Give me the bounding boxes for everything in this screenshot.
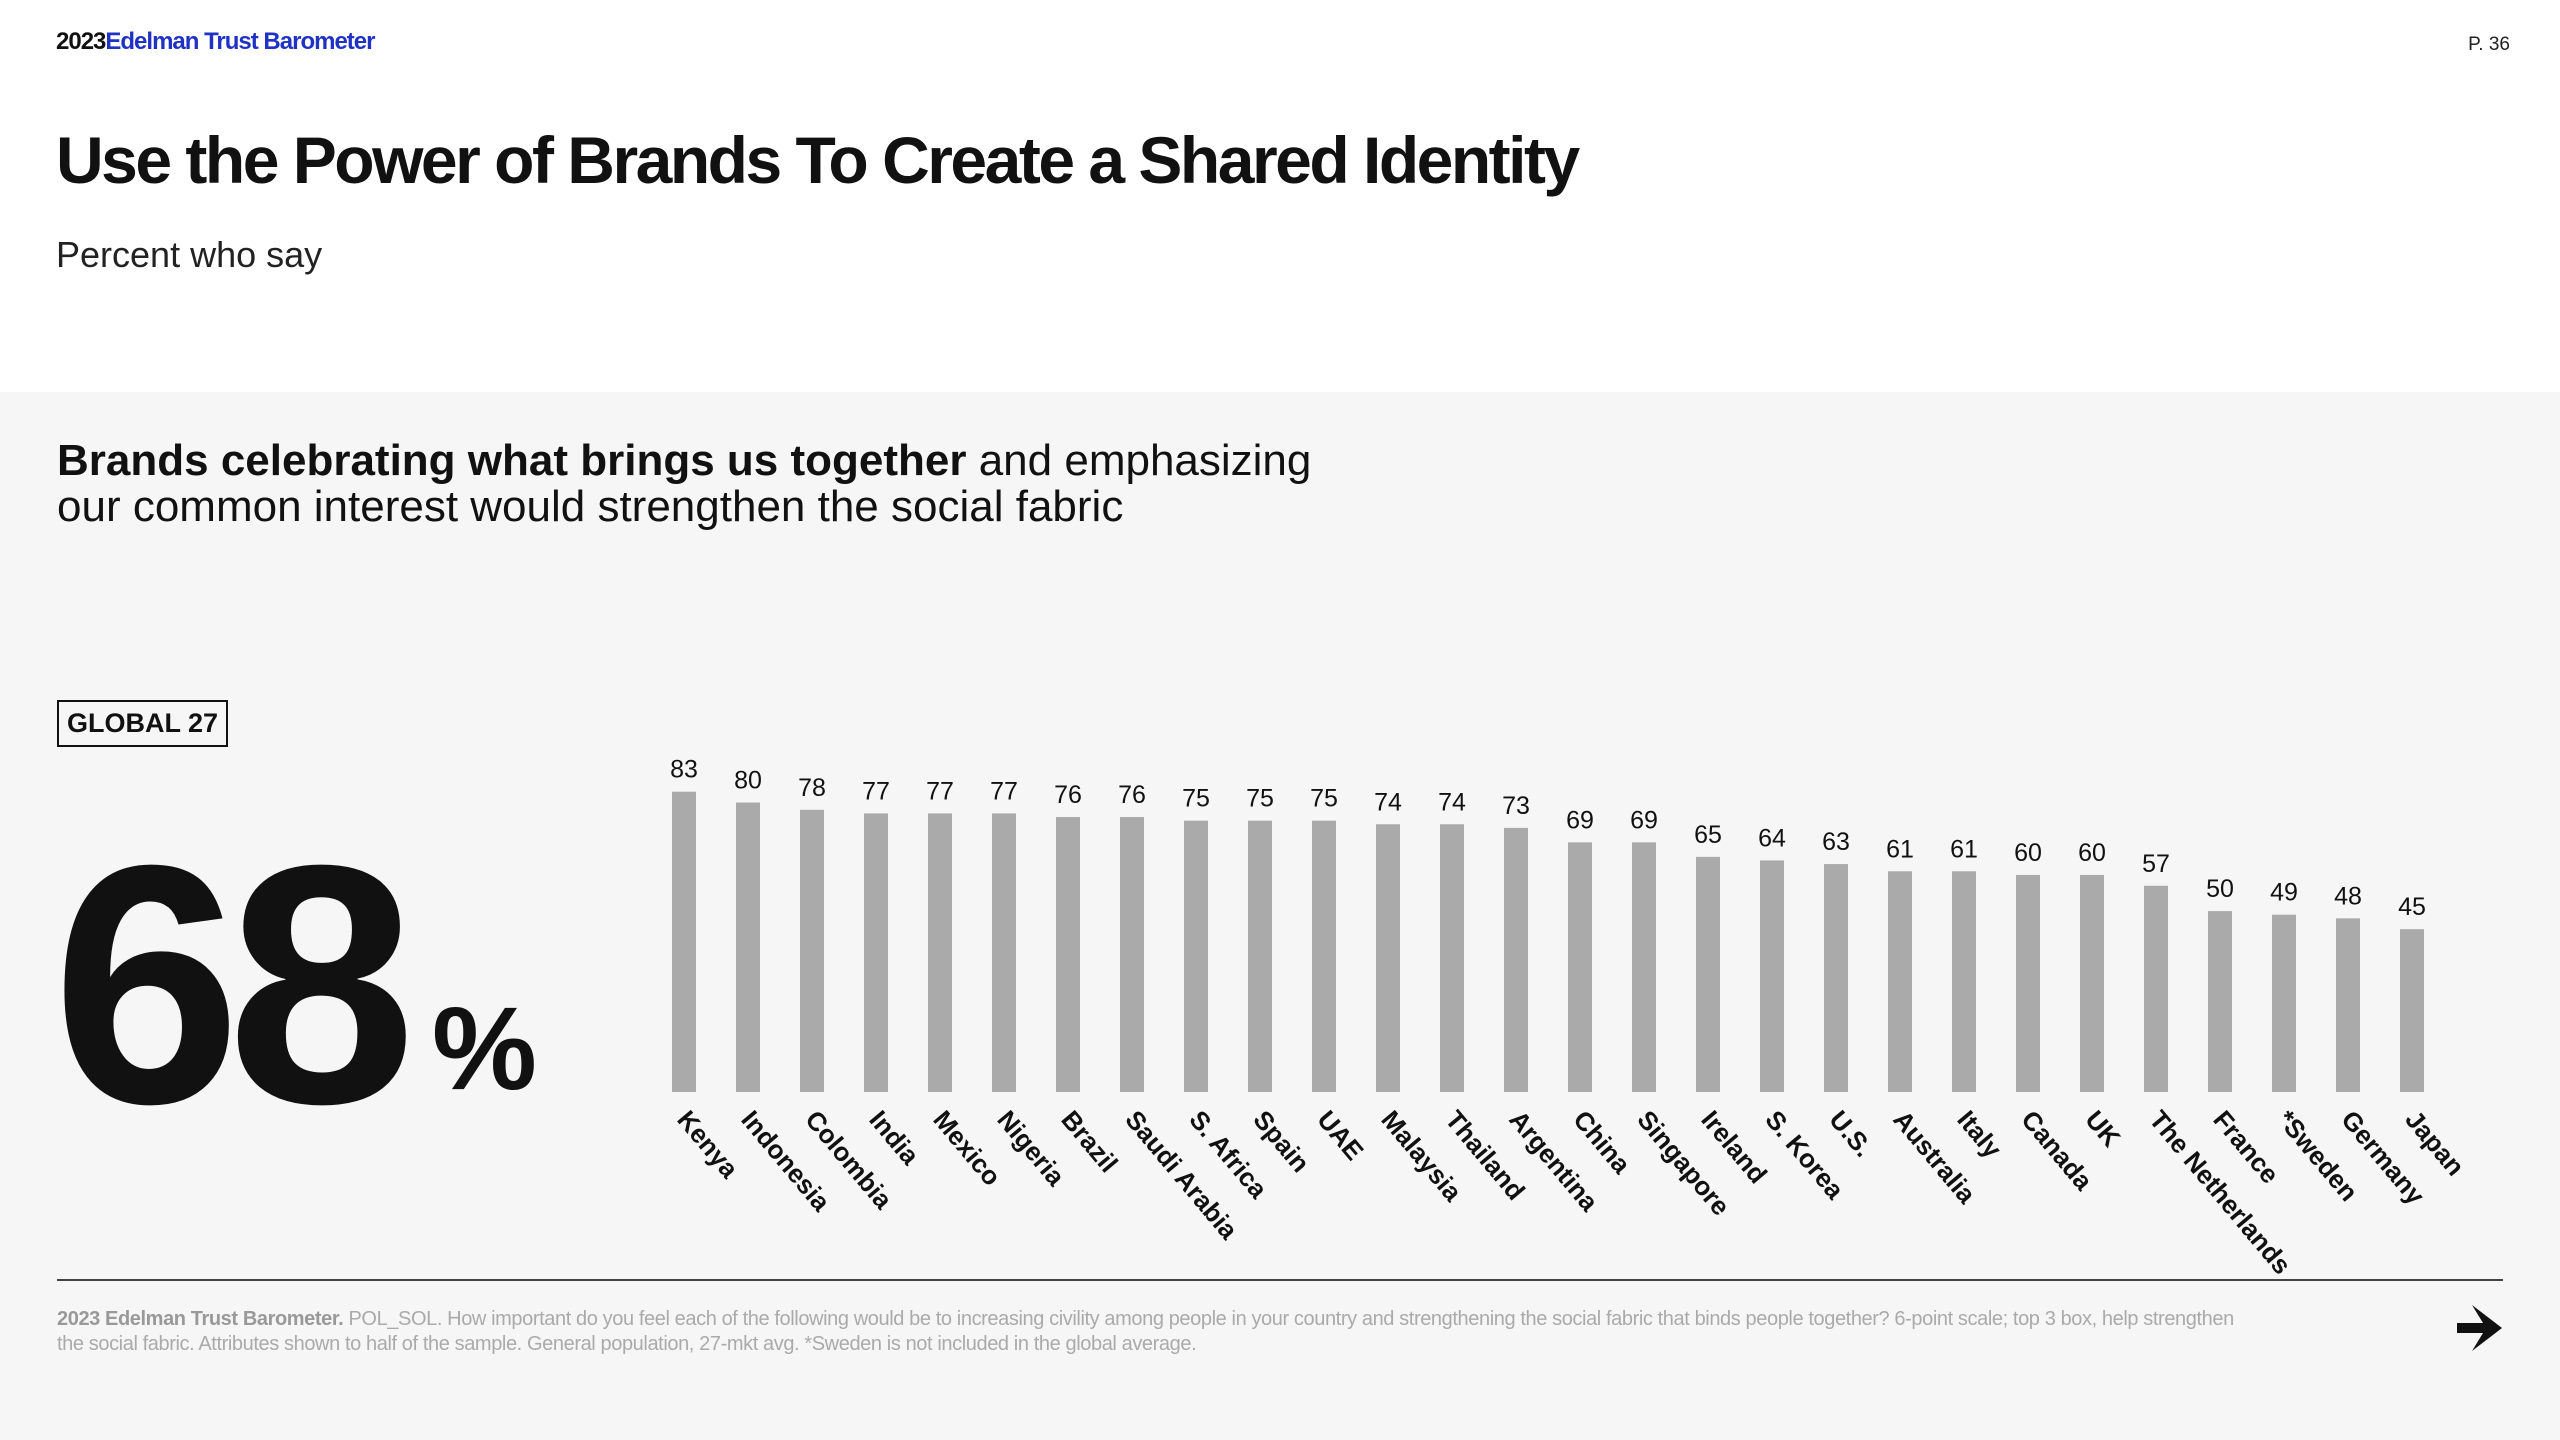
- bar-2: [800, 809, 824, 1092]
- bar-5: [992, 813, 1016, 1092]
- footnote-source: 2023 Edelman Trust Barometer.: [57, 1308, 344, 1330]
- bar-24: [2208, 911, 2232, 1092]
- bar-17: [1760, 860, 1784, 1092]
- value-label-18: 63: [1822, 828, 1850, 856]
- value-label-14: 69: [1566, 806, 1594, 834]
- footnote-text: POL_SOL. How important do you feel each …: [57, 1308, 2234, 1355]
- bar-15: [1632, 842, 1656, 1092]
- page-number: P. 36: [2468, 34, 2510, 55]
- value-label-5: 77: [990, 777, 1018, 805]
- value-label-15: 69: [1630, 806, 1658, 834]
- bar-20: [1952, 871, 1976, 1092]
- bar-18: [1824, 864, 1848, 1092]
- brand-name: Edelman Trust Barometer: [105, 28, 375, 55]
- global-badge: GLOBAL 27: [57, 700, 229, 747]
- value-label-4: 77: [926, 777, 954, 805]
- bar-22: [2080, 874, 2104, 1092]
- category-label-7: Saudi Arabia: [1119, 1105, 1244, 1246]
- category-label-3: India: [863, 1105, 925, 1171]
- global-value: 68: [52, 795, 416, 1175]
- value-label-7: 76: [1118, 781, 1146, 809]
- content-panel: [0, 392, 2560, 1440]
- category-label-20: Italy: [1951, 1105, 2008, 1165]
- bar-12: [1440, 824, 1464, 1092]
- category-label-0: Kenya: [671, 1105, 744, 1184]
- next-arrow-icon[interactable]: [2452, 1300, 2508, 1356]
- bar-26: [2336, 918, 2360, 1092]
- value-label-12: 74: [1438, 788, 1466, 816]
- lead-statement-rest: and emphasizing our common interest woul…: [57, 436, 1312, 531]
- page-subtitle: Percent who say: [56, 234, 323, 275]
- brand-logo: 2023Edelman Trust Barometer: [56, 28, 375, 56]
- category-label-22: UK: [2079, 1105, 2126, 1153]
- bar-6: [1056, 817, 1080, 1092]
- footnote: 2023 Edelman Trust Barometer. POL_SOL. H…: [57, 1307, 2237, 1357]
- bar-13: [1504, 827, 1528, 1092]
- bar-16: [1696, 856, 1720, 1092]
- bar-4: [928, 813, 952, 1092]
- bar-10: [1312, 820, 1336, 1092]
- brand-year: 2023: [56, 28, 106, 55]
- country-bar-chart: 83Kenya80Indonesia78Colombia77India77Mex…: [670, 756, 2471, 1280]
- bar-23: [2144, 885, 2168, 1092]
- category-label-10: UAE: [1311, 1105, 1369, 1166]
- value-label-13: 73: [1502, 792, 1530, 820]
- bar-3: [864, 813, 888, 1092]
- value-label-3: 77: [862, 777, 890, 805]
- bar-1: [736, 802, 760, 1092]
- bar-7: [1120, 817, 1144, 1092]
- category-label-18: U.S.: [1823, 1105, 1878, 1163]
- page-title: Use the Power of Brands To Create a Shar…: [56, 123, 1580, 197]
- value-label-11: 74: [1374, 788, 1402, 816]
- value-label-10: 75: [1310, 785, 1338, 813]
- bar-9: [1248, 820, 1272, 1092]
- value-label-22: 60: [2078, 839, 2106, 867]
- value-label-1: 80: [734, 767, 762, 795]
- category-label-4: Mexico: [927, 1105, 1007, 1192]
- bar-27: [2400, 929, 2424, 1092]
- value-label-9: 75: [1246, 785, 1274, 813]
- value-label-20: 61: [1950, 835, 1978, 863]
- value-label-6: 76: [1054, 781, 1082, 809]
- lead-statement: Brands celebrating what brings us togeth…: [57, 438, 1357, 530]
- bar-14: [1568, 842, 1592, 1092]
- value-label-16: 65: [1694, 821, 1722, 849]
- value-label-17: 64: [1758, 824, 1786, 852]
- bar-19: [1888, 871, 1912, 1092]
- value-label-19: 61: [1886, 835, 1914, 863]
- value-label-21: 60: [2014, 839, 2042, 867]
- footer-divider: [57, 1279, 2503, 1281]
- value-label-24: 50: [2206, 875, 2234, 903]
- value-label-26: 48: [2334, 882, 2362, 910]
- value-label-23: 57: [2142, 850, 2170, 878]
- value-label-0: 83: [670, 756, 698, 784]
- category-label-5: Nigeria: [991, 1105, 1071, 1192]
- lead-statement-bold: Brands celebrating what brings us togeth…: [57, 436, 967, 485]
- value-label-2: 78: [798, 774, 826, 802]
- bar-0: [672, 791, 696, 1092]
- bar-25: [2272, 914, 2296, 1092]
- value-label-8: 75: [1182, 785, 1210, 813]
- global-percent-sign: %: [432, 983, 537, 1115]
- value-label-25: 49: [2270, 879, 2298, 907]
- value-label-27: 45: [2398, 893, 2426, 921]
- bar-21: [2016, 874, 2040, 1092]
- bar-8: [1184, 820, 1208, 1092]
- bar-11: [1376, 824, 1400, 1092]
